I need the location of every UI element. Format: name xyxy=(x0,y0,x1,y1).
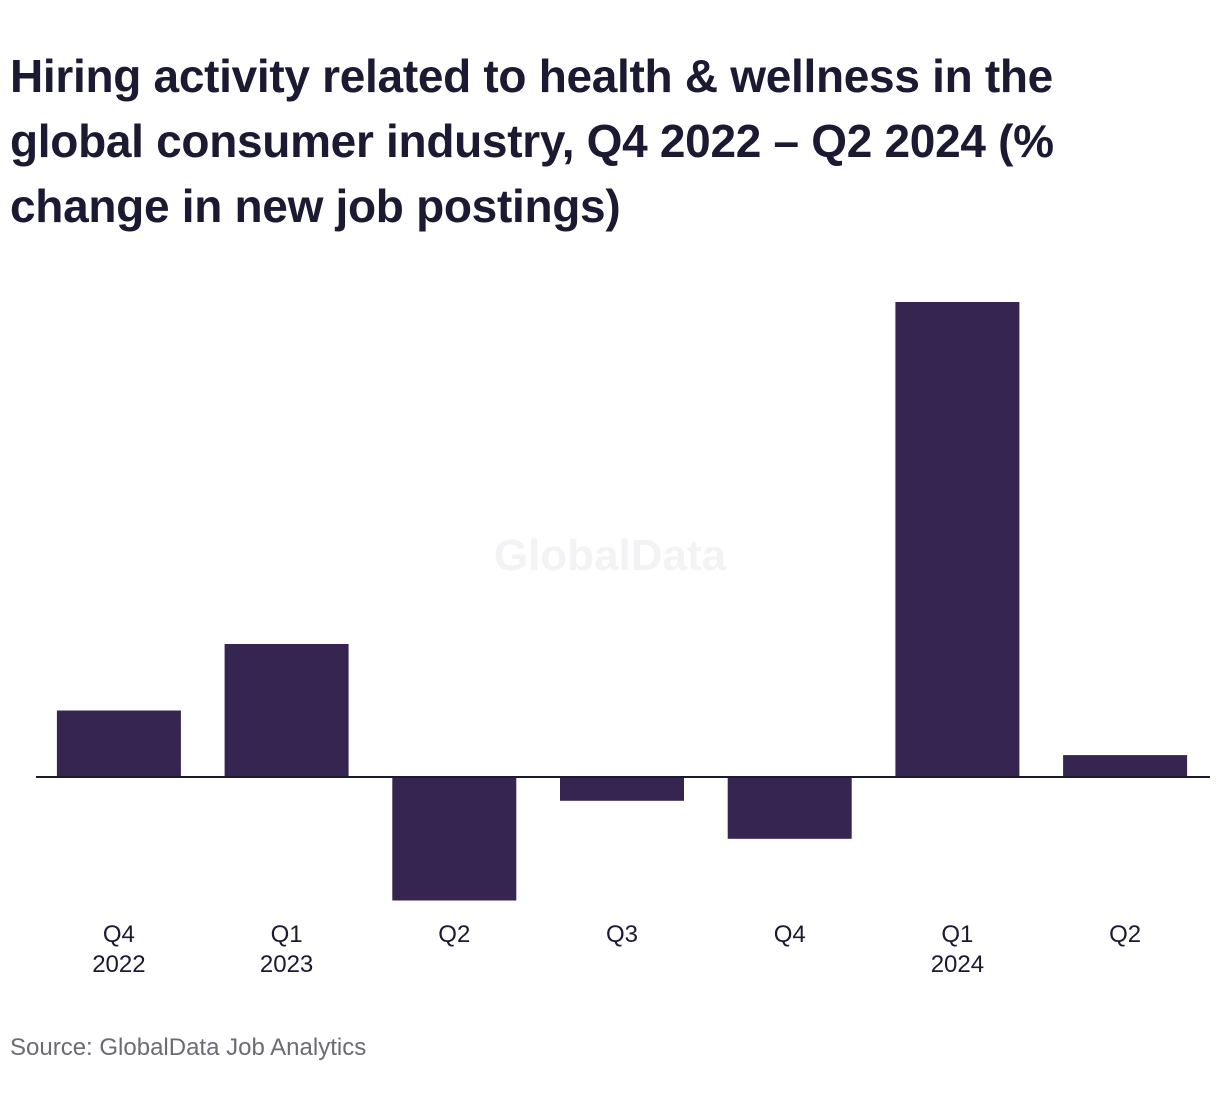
source-note: Source: GlobalData Job Analytics xyxy=(10,1034,367,1061)
bar-2 xyxy=(392,777,517,901)
x-tick-quarter-4: Q4 xyxy=(774,921,806,948)
x-tick-year-5: 2024 xyxy=(931,951,984,978)
chart-title: Hiring activity related to health & well… xyxy=(10,50,1054,232)
x-tick-quarter-1: Q1 xyxy=(271,921,303,948)
x-tick-labels: Q4 2022 Q1 2023 Q2 Q3 Q4 Q1 2024 Q2 xyxy=(92,921,1141,978)
x-tick-year-0: 2022 xyxy=(92,951,145,978)
x-tick-quarter-6: Q2 xyxy=(1109,921,1141,948)
bar-1 xyxy=(224,644,349,777)
x-tick-quarter-0: Q4 xyxy=(103,921,135,948)
x-tick-year-1: 2023 xyxy=(260,951,313,978)
bars-group xyxy=(56,302,1188,901)
bar-4 xyxy=(727,777,852,839)
watermark: GlobalData xyxy=(494,531,727,580)
bar-6 xyxy=(1063,755,1188,777)
bar-0 xyxy=(56,710,181,777)
bar-3 xyxy=(560,777,684,801)
bar-5 xyxy=(895,302,1020,777)
x-tick-quarter-5: Q1 xyxy=(941,921,973,948)
x-tick-quarter-2: Q2 xyxy=(438,921,470,948)
x-tick-quarter-3: Q3 xyxy=(606,921,638,948)
